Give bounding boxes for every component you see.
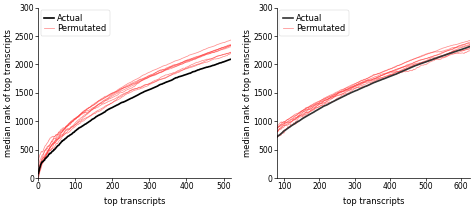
Permutated	[164, 76, 170, 79]
Permutated	[467, 41, 473, 43]
Permutated	[85, 116, 91, 119]
Permutated	[308, 105, 314, 107]
Permutated	[274, 128, 280, 130]
Actual	[123, 100, 128, 102]
Actual	[36, 172, 41, 175]
Permutated	[70, 127, 75, 130]
Line: Permutated: Permutated	[277, 42, 470, 129]
Permutated	[228, 52, 234, 55]
Actual	[228, 58, 234, 60]
Actual	[85, 121, 91, 124]
Permutated	[149, 81, 155, 84]
Actual	[361, 86, 367, 88]
X-axis label: top transcripts: top transcripts	[343, 197, 404, 206]
Line: Actual: Actual	[277, 46, 470, 137]
Actual	[308, 112, 314, 115]
Actual	[467, 45, 473, 48]
Actual	[181, 74, 186, 77]
Line: Permutated: Permutated	[38, 54, 231, 171]
Actual	[324, 104, 329, 106]
Permutated	[324, 97, 329, 99]
Permutated	[123, 92, 128, 95]
Actual	[70, 132, 75, 134]
X-axis label: top transcripts: top transcripts	[104, 197, 165, 206]
Permutated	[181, 69, 186, 71]
Actual	[388, 75, 393, 77]
Permutated	[36, 170, 41, 173]
Line: Actual: Actual	[38, 59, 231, 173]
Permutated	[388, 70, 393, 73]
Actual	[419, 62, 425, 64]
Actual	[164, 81, 170, 83]
Permutated	[361, 81, 367, 83]
Y-axis label: median rank of top transcripts: median rank of top transcripts	[4, 29, 13, 157]
Y-axis label: median rank of top transcripts: median rank of top transcripts	[243, 29, 252, 157]
Permutated	[419, 58, 425, 61]
Actual	[274, 136, 280, 138]
Legend: Actual, Permutated: Actual, Permutated	[41, 10, 110, 36]
Permutated	[403, 65, 409, 67]
Legend: Actual, Permutated: Actual, Permutated	[280, 10, 349, 36]
Actual	[149, 87, 155, 90]
Actual	[403, 68, 409, 71]
